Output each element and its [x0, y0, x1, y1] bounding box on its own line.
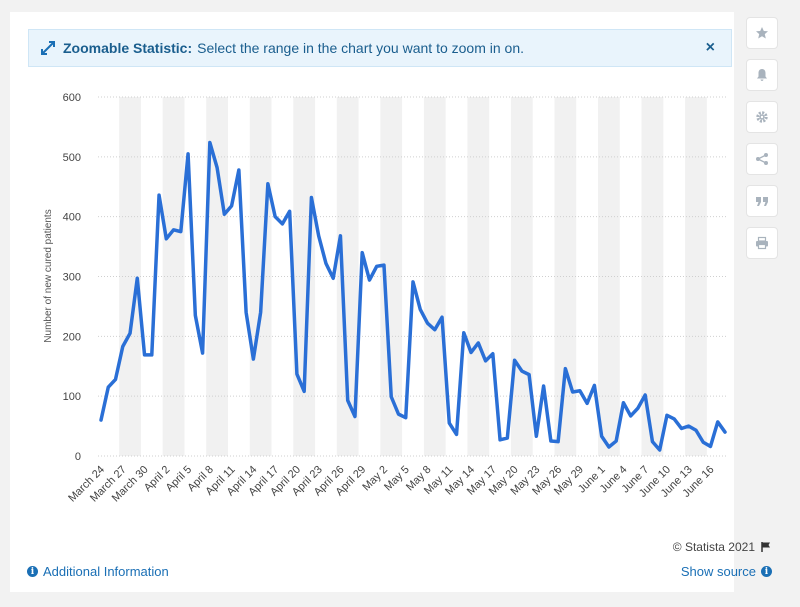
- print-icon: [756, 236, 768, 250]
- star-icon: [756, 27, 768, 39]
- chart-gridlines: [98, 96, 728, 457]
- copyright-text: © Statista 2021: [672, 540, 755, 554]
- info-icon: i: [27, 566, 38, 577]
- chart-band: [467, 97, 490, 456]
- additional-info-link[interactable]: i Additional Information: [27, 564, 169, 579]
- notification-button[interactable]: [746, 59, 778, 91]
- chart-band: [206, 97, 228, 456]
- y-tick-label: 400: [63, 212, 81, 224]
- chart-band: [380, 97, 403, 456]
- info-icon: i: [761, 566, 772, 577]
- bell-icon: [757, 69, 767, 81]
- y-tick-label: 300: [63, 272, 81, 284]
- chart-band: [119, 97, 141, 456]
- show-source-label: Show source: [680, 564, 756, 579]
- y-axis-ticks: 0 100 200 300 400 500 600: [63, 92, 81, 463]
- chart-band: [641, 97, 664, 456]
- y-tick-label: 600: [63, 92, 81, 104]
- sidebar: [746, 17, 780, 269]
- additional-info-label: Additional Information: [43, 564, 169, 579]
- share-button[interactable]: [746, 143, 778, 175]
- banner-text: Select the range in the chart you want t…: [197, 40, 525, 56]
- settings-button[interactable]: [746, 101, 778, 133]
- zoom-banner: Zoomable Statistic: Select the range in …: [28, 29, 732, 67]
- flag-icon[interactable]: [760, 541, 772, 553]
- y-tick-label: 500: [63, 152, 81, 164]
- y-axis-label: Number of new cured patients: [43, 209, 54, 342]
- y-tick-label: 100: [63, 391, 81, 403]
- series-line[interactable]: [99, 140, 727, 452]
- chart-band: [293, 97, 316, 456]
- share-icon: [756, 153, 768, 165]
- quote-icon: [756, 197, 768, 206]
- expand-icon: [41, 41, 55, 55]
- chart-band: [554, 97, 577, 456]
- copyright: © Statista 2021: [673, 540, 772, 554]
- gear-icon: [756, 111, 768, 123]
- y-tick-label: 0: [75, 451, 81, 463]
- close-icon[interactable]: ×: [705, 39, 715, 56]
- cite-button[interactable]: [746, 185, 778, 217]
- y-tick-label: 200: [63, 331, 81, 343]
- print-button[interactable]: [746, 227, 778, 259]
- show-source-link[interactable]: Show source i: [681, 564, 772, 579]
- favorite-button[interactable]: [746, 17, 778, 49]
- banner-title: Zoomable Statistic:: [63, 40, 193, 56]
